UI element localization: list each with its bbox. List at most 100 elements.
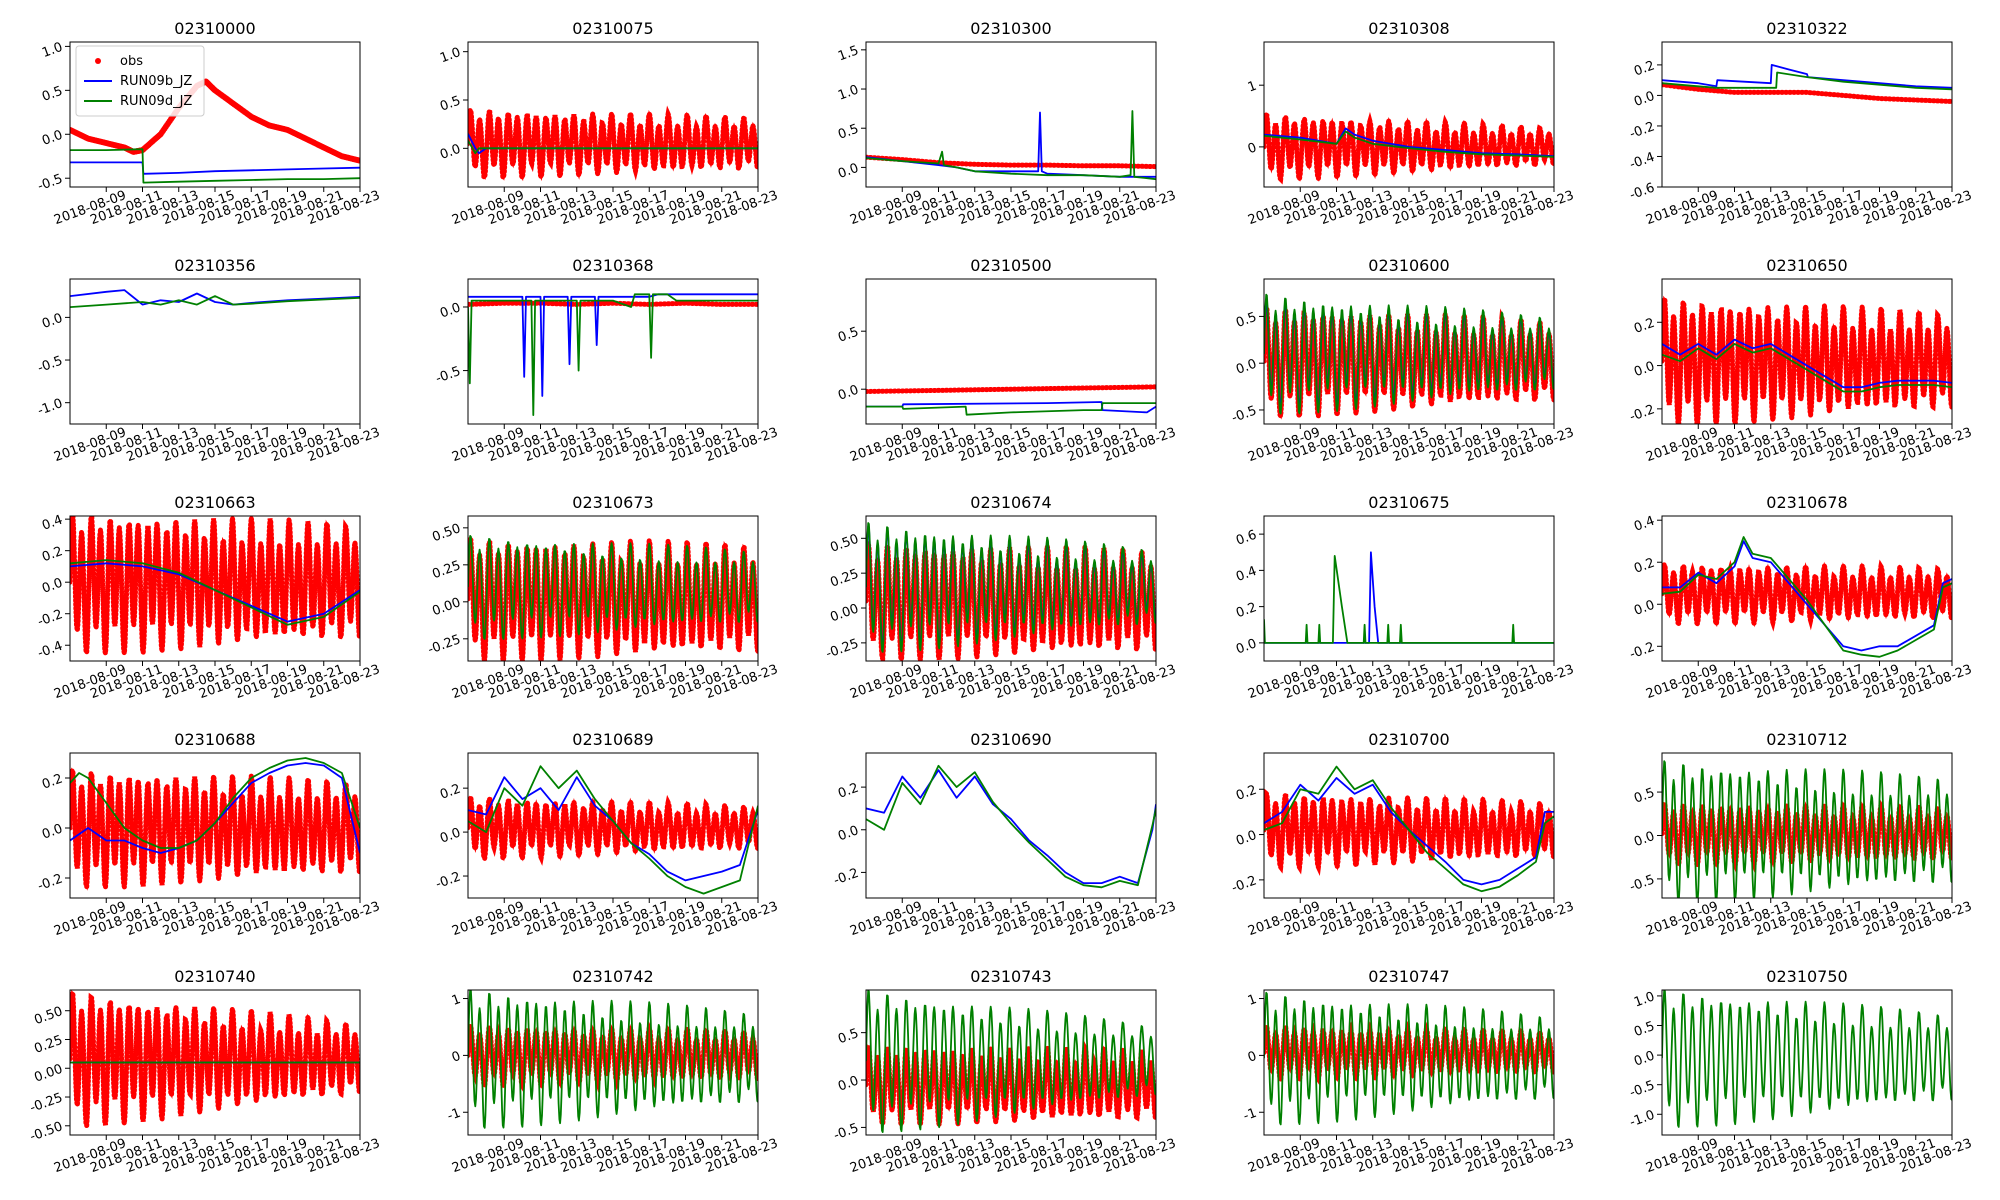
- run09b-jz-series: [1264, 777, 1554, 886]
- axes-frame: [1263, 989, 1555, 1136]
- series-group: [1264, 293, 1554, 424]
- subplot-title: 02310500: [970, 256, 1051, 275]
- axes-frame: [69, 752, 361, 899]
- axes-frame: [1661, 752, 1953, 899]
- y-tick-label: 0.5: [40, 84, 65, 105]
- series-group: [468, 765, 758, 895]
- y-tick-label: 0.0: [836, 1073, 861, 1094]
- series-group: [468, 105, 758, 187]
- series-group: [468, 990, 758, 1129]
- run09b-jz-series: [1662, 338, 1952, 389]
- axes-frame: [865, 752, 1157, 899]
- obs-series-line: [70, 516, 360, 654]
- axes-frame: [865, 278, 1157, 425]
- y-tick-label: -1: [445, 1106, 462, 1125]
- obs-series-line: [468, 302, 758, 306]
- y-tick-label: 0.0: [1234, 828, 1259, 849]
- run09d-jz-series: [70, 148, 360, 184]
- subplot-title: 02310700: [1368, 730, 1449, 749]
- y-tick-label: 0.0: [438, 826, 463, 847]
- subplot-title: 02310308: [1368, 19, 1449, 38]
- run09d-jz-series: [1264, 130, 1554, 158]
- run09d-jz-series: [468, 140, 758, 155]
- axes-frame: [69, 515, 361, 662]
- subplot-title: 02310743: [970, 967, 1051, 986]
- run09d-jz-series: [70, 559, 360, 626]
- run09d-jz-series: [1662, 536, 1952, 658]
- series-group: [70, 990, 360, 1127]
- axes-frame: [865, 515, 1157, 662]
- axes-frame: [865, 989, 1157, 1136]
- series-group: [70, 757, 360, 897]
- y-tick-label: 0.2: [438, 782, 463, 803]
- axes-frame: [467, 278, 759, 425]
- run09d-jz-series: [70, 757, 360, 849]
- legend-label: RUN09b_JZ: [120, 74, 192, 89]
- subplot-title: 02310663: [174, 493, 255, 512]
- legend-box: [75, 45, 205, 117]
- axes-frame: [467, 752, 759, 899]
- y-tick-label: 0.5: [836, 122, 861, 143]
- series-group: [1264, 991, 1554, 1126]
- subplot-title: 02310678: [1766, 493, 1847, 512]
- legend-label: obs: [120, 54, 143, 69]
- series-group: [866, 764, 1156, 889]
- subplot-title: 02310688: [174, 730, 255, 749]
- y-tick-label: 0.2: [1632, 316, 1657, 337]
- run09d-jz-series: [1662, 760, 1952, 898]
- subplot-title: 02310600: [1368, 256, 1449, 275]
- run09d-jz-series: [468, 535, 758, 640]
- subplot-title: 02310075: [572, 19, 653, 38]
- obs-series-line: [1264, 791, 1554, 872]
- axes-frame: [467, 41, 759, 188]
- series-group: [70, 516, 360, 655]
- obs-series-line: [866, 385, 1156, 393]
- axes-frame: [1263, 752, 1555, 899]
- subplot-title: 02310673: [572, 493, 653, 512]
- run09d-jz-series: [1662, 343, 1952, 393]
- run09d-jz-series: [1264, 991, 1554, 1126]
- y-tick-label: 0.0: [1234, 357, 1259, 378]
- axes-frame: [69, 278, 361, 425]
- axes-frame: [69, 989, 361, 1136]
- subplot-title: 02310674: [970, 493, 1051, 512]
- series-group: [866, 522, 1156, 661]
- run09d-jz-series: [468, 990, 758, 1129]
- y-tick-label: 0.2: [836, 781, 861, 802]
- y-tick-label: 0.5: [836, 1026, 861, 1047]
- subplot-title: 02310675: [1368, 493, 1449, 512]
- run09d-jz-series: [70, 295, 360, 308]
- subplot-title: 02310356: [174, 256, 255, 275]
- run09d-jz-series: [1662, 990, 1952, 1128]
- y-tick-label: 0.0: [1632, 89, 1657, 110]
- obs-series-line: [1264, 113, 1554, 182]
- y-tick-label: 0.2: [1632, 556, 1657, 577]
- subplot-title: 02310322: [1766, 19, 1847, 38]
- y-tick-label: 0.6: [1234, 528, 1259, 549]
- subplot-title: 02310368: [572, 256, 653, 275]
- y-tick-label: 0.4: [1632, 514, 1657, 535]
- series-group: [1264, 551, 1554, 644]
- y-tick-label: 0.0: [438, 300, 463, 321]
- run09d-jz-series: [866, 764, 1156, 889]
- obs-series-line: [866, 156, 1156, 168]
- y-tick-label: 0.0: [836, 161, 861, 182]
- run09b-jz-series: [70, 161, 360, 175]
- subplot-title: 02310650: [1766, 256, 1847, 275]
- axes-frame: [467, 989, 759, 1136]
- axes-frame: [1661, 41, 1953, 188]
- run09d-jz-series: [1662, 71, 1952, 91]
- obs-series-line: [468, 108, 758, 182]
- y-tick-label: 0.0: [40, 576, 65, 597]
- axes-frame: [1263, 515, 1555, 662]
- y-tick-label: 0.0: [1234, 636, 1259, 657]
- series-group: [468, 532, 758, 661]
- obs-series-line: [866, 1044, 1156, 1129]
- y-tick-label: 0.0: [1632, 829, 1657, 850]
- obs-series-line: [70, 990, 360, 1127]
- run09b-jz-series: [1662, 64, 1952, 89]
- axes-frame: [1661, 515, 1953, 662]
- y-tick-label: 0.4: [40, 513, 65, 534]
- y-tick-label: 0.5: [836, 325, 861, 346]
- axes-frame: [1263, 278, 1555, 425]
